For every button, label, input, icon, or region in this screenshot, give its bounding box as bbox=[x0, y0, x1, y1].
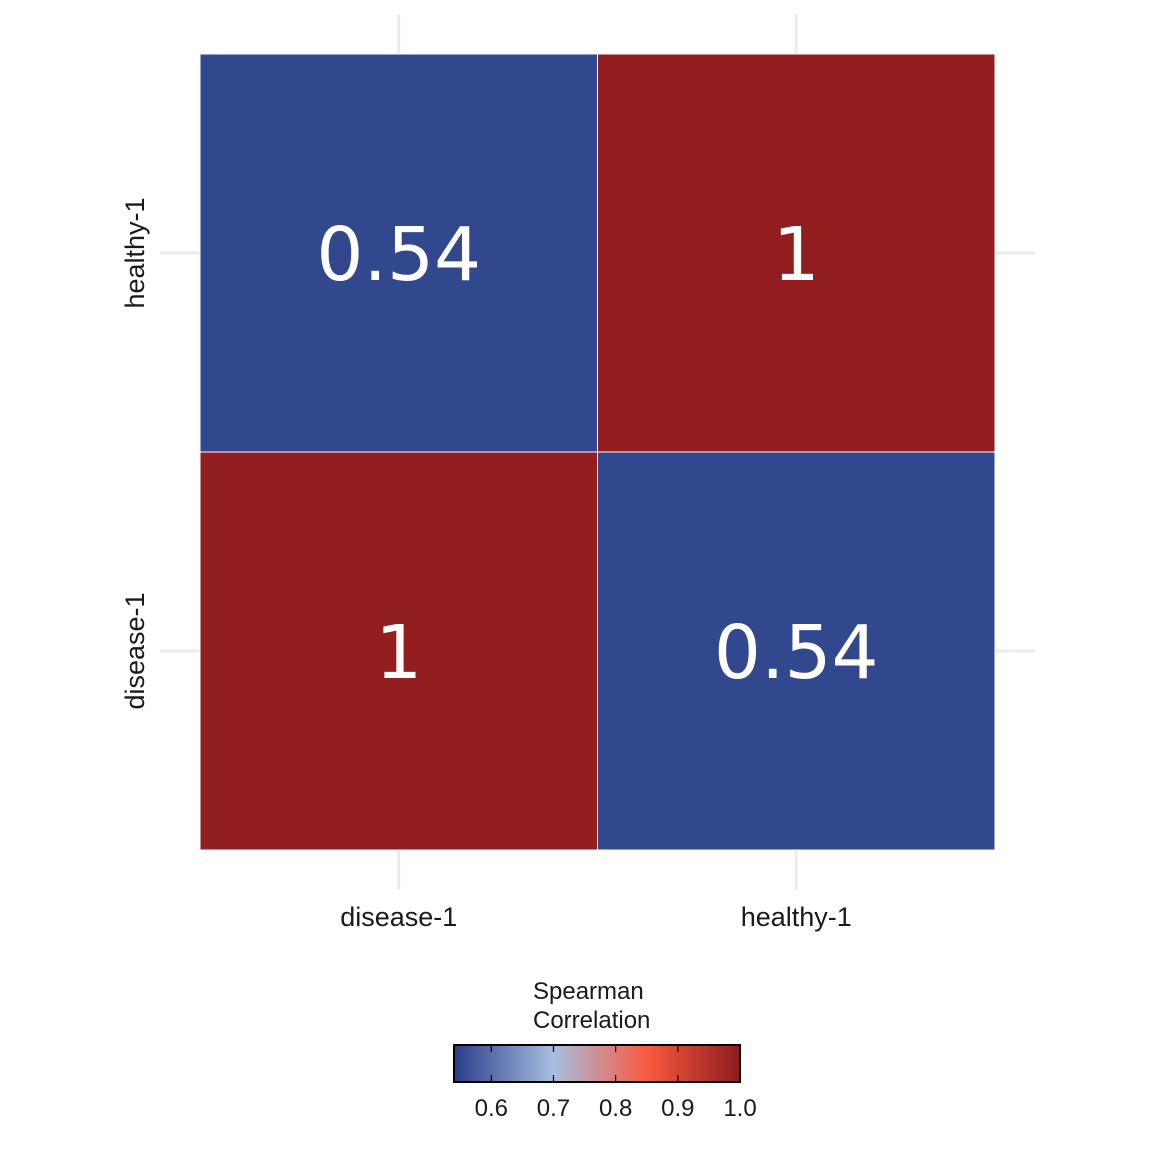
heatmap-cell bbox=[199, 53, 598, 453]
cell-value-label: 0.54 bbox=[316, 212, 481, 298]
colorbar-tick-label: 0.9 bbox=[661, 1095, 694, 1122]
colorbar bbox=[453, 1044, 741, 1083]
colorbar-tick-label: 0.7 bbox=[537, 1095, 570, 1122]
y-tick-label: healthy-1 bbox=[120, 197, 150, 308]
x-axis-ticks: disease-1 healthy-1 bbox=[340, 902, 852, 932]
cell-value-label: 1 bbox=[773, 212, 820, 298]
cell-value-label: 1 bbox=[375, 610, 422, 696]
colorbar-tick-label: 0.6 bbox=[475, 1095, 508, 1122]
colorbar-ticks: 0.6 0.7 0.8 0.9 1.0 bbox=[475, 1045, 757, 1122]
heatmap-cells bbox=[199, 53, 996, 851]
colorbar-tick-label: 1.0 bbox=[723, 1095, 756, 1122]
y-axis-ticks: disease-1 healthy-1 bbox=[120, 197, 150, 709]
y-tick-label: disease-1 bbox=[120, 592, 150, 709]
colorbar-legend: Spearman Correlation 0.6 0.7 0.8 0.9 1.0 bbox=[453, 978, 757, 1122]
x-tick-label: disease-1 bbox=[340, 902, 457, 932]
legend-title-line-2: Correlation bbox=[533, 1007, 650, 1034]
cell-value-label: 0.54 bbox=[714, 610, 879, 696]
heatmap-cell bbox=[597, 53, 996, 453]
legend-title-line-1: Spearman bbox=[533, 978, 644, 1005]
heatmap-cell bbox=[597, 451, 996, 851]
x-tick-label: healthy-1 bbox=[741, 902, 852, 932]
cell-labels: 1 0.54 0.54 1 bbox=[316, 212, 878, 696]
heatmap-cell bbox=[199, 451, 598, 851]
colorbar-tick-label: 0.8 bbox=[599, 1095, 632, 1122]
